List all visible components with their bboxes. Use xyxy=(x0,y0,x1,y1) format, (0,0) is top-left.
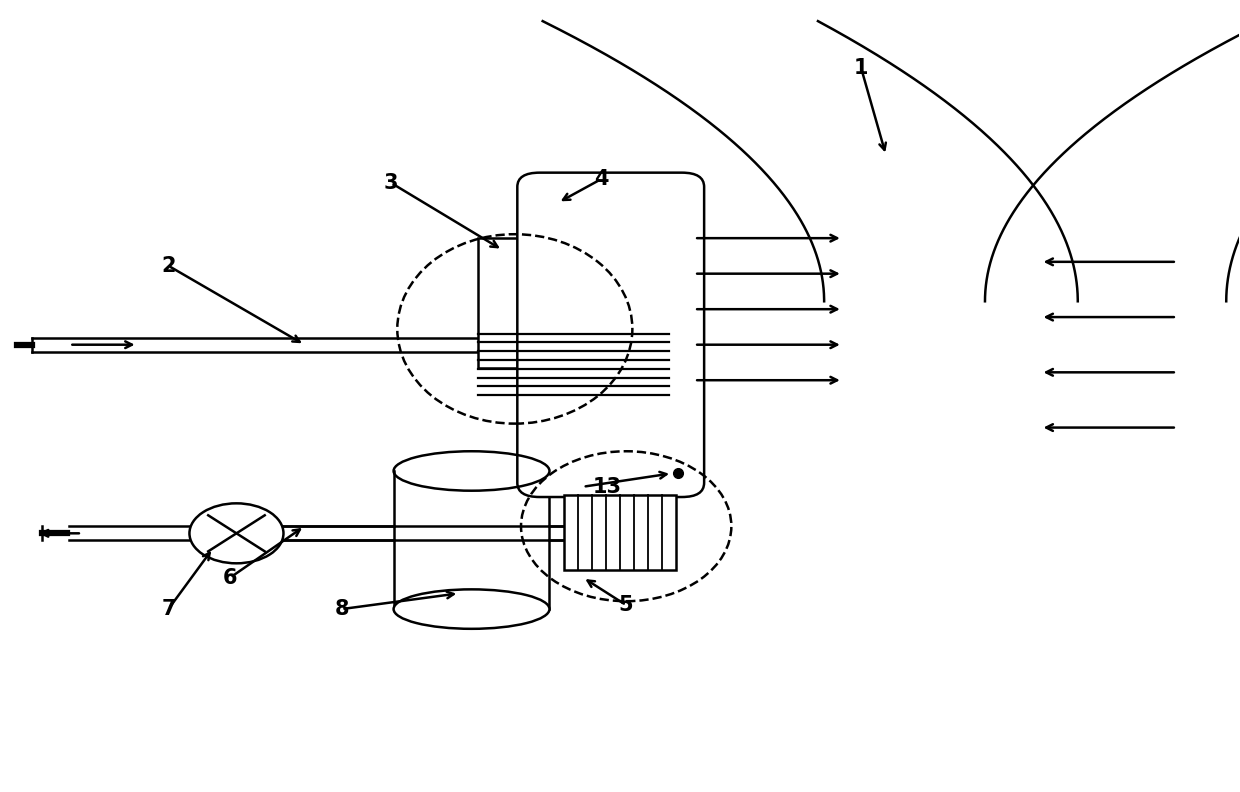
Text: 7: 7 xyxy=(161,599,176,619)
Text: 4: 4 xyxy=(594,169,609,189)
Text: 13: 13 xyxy=(593,477,622,497)
Text: 2: 2 xyxy=(161,256,176,276)
Ellipse shape xyxy=(393,589,549,629)
Text: 1: 1 xyxy=(854,59,868,78)
FancyBboxPatch shape xyxy=(517,173,704,497)
Text: 8: 8 xyxy=(335,599,348,619)
Text: 5: 5 xyxy=(619,595,634,615)
Bar xyxy=(477,238,533,368)
Text: 3: 3 xyxy=(384,173,398,193)
Text: 6: 6 xyxy=(223,568,238,588)
Bar xyxy=(564,495,676,569)
